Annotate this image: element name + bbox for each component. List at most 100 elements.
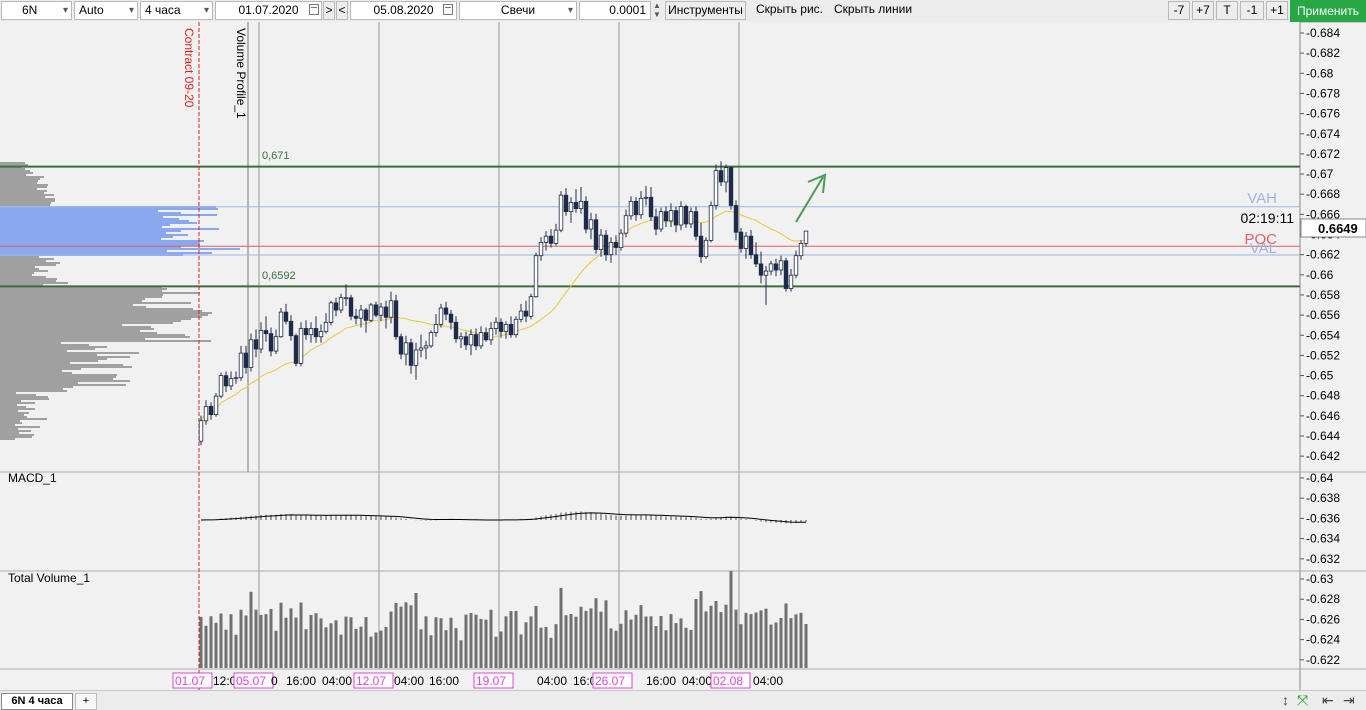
time-label: 04:00: [394, 674, 424, 688]
time-label: 19.07: [476, 674, 506, 688]
add-tab-button[interactable]: +: [75, 693, 97, 710]
candle-body: [268, 333, 274, 352]
volume-bar: [739, 624, 743, 668]
profile-bar: [0, 266, 35, 268]
nav-next-button[interactable]: <: [336, 1, 348, 20]
calendar-icon[interactable]: [443, 4, 453, 15]
candle-body: [328, 302, 334, 323]
tick-size-input[interactable]: 0.0001: [579, 1, 651, 20]
volume-bar: [669, 614, 673, 668]
volume-tick-label: -0.622: [1306, 653, 1340, 667]
volume-bar: [519, 634, 523, 668]
hide-drawings-button[interactable]: Скрыть рис.: [756, 2, 824, 16]
today-button[interactable]: T: [1216, 1, 1238, 20]
volume-bar: [584, 610, 588, 668]
volume-bar: [299, 602, 303, 668]
volume-bar: [749, 614, 753, 668]
profile-bar: [0, 188, 37, 190]
minus1-button[interactable]: -1: [1240, 1, 1264, 20]
fullscreen-icon[interactable]: ⤧: [1297, 692, 1309, 708]
profile-bar: [0, 312, 212, 314]
profile-bar: [0, 178, 40, 180]
candle-body: [288, 320, 294, 337]
instruments-button[interactable]: Инструменты: [665, 1, 746, 20]
hide-lines-button[interactable]: Скрыть линии: [834, 2, 913, 16]
timeframe-select[interactable]: 4 часа: [140, 1, 213, 20]
date-to-input[interactable]: 05.08.2020: [350, 1, 457, 20]
candle-body: [398, 336, 404, 355]
volume-bar: [219, 613, 223, 668]
profile-bar: [0, 170, 30, 172]
profile-bar: [0, 184, 48, 186]
scale-select[interactable]: Auto: [74, 1, 138, 20]
price-tick-label: -0.644: [1306, 429, 1340, 443]
profile-bar: [0, 208, 218, 210]
volume-bar: [624, 610, 628, 668]
profile-bar: [0, 400, 21, 402]
profile-bar: [0, 268, 39, 270]
volume-bar: [369, 636, 373, 668]
candle-body: [738, 231, 744, 249]
volume-bar: [274, 630, 278, 668]
volume-bar: [244, 615, 248, 668]
candle-body: [543, 235, 549, 243]
spinner-icon[interactable]: ▲ ▼: [653, 1, 661, 19]
scroll-right-icon[interactable]: ⇥: [1343, 692, 1355, 708]
profile-bar: [0, 328, 154, 330]
candle-body: [728, 167, 734, 206]
volume-bar: [494, 636, 498, 668]
volume-bar: [559, 587, 563, 668]
volume-bar: [564, 615, 568, 668]
macd-tick-label: -0.634: [1306, 532, 1340, 546]
volume-bar: [524, 622, 528, 668]
plus7-button[interactable]: +7: [1192, 1, 1214, 20]
profile-bar: [0, 220, 189, 222]
volume-bar: [394, 602, 398, 668]
time-axis: 01.07 12:0 05.07 0 16:00 04:00 12.07 04:00 16:00…: [172, 672, 783, 689]
profile-bar: [0, 168, 25, 170]
volume-bar: [374, 632, 378, 668]
scroll-left-icon[interactable]: ⇤: [1322, 692, 1334, 708]
volume-bar: [599, 611, 603, 668]
minus7-button[interactable]: -7: [1168, 1, 1190, 20]
plus1-button[interactable]: +1: [1266, 1, 1288, 20]
profile-bar: [0, 236, 173, 238]
chart-tab[interactable]: 6N 4 часа: [1, 693, 73, 710]
time-label: 02.08: [713, 674, 743, 688]
volume-bar: [764, 608, 768, 668]
profile-bar: [0, 432, 19, 434]
volume-bar: [694, 599, 698, 668]
apply-button[interactable]: Применить: [1290, 0, 1366, 22]
volume-bar: [804, 624, 808, 668]
candle-body: [248, 339, 254, 368]
price-tick-label: -0.648: [1306, 389, 1340, 403]
profile-bar: [0, 342, 61, 344]
price-tick-label: -0.682: [1306, 46, 1340, 60]
profile-bar: [0, 430, 31, 432]
nav-prev-button[interactable]: >: [323, 1, 335, 20]
resize-vertical-icon[interactable]: ↕: [1282, 692, 1289, 708]
volume-bars: [199, 571, 808, 668]
date-from-input[interactable]: 01.07.2020: [215, 1, 322, 20]
calendar-icon[interactable]: [309, 4, 319, 15]
candle-body: [308, 328, 314, 336]
volume-bar: [604, 600, 608, 668]
timeframe-value: 4 часа: [145, 3, 181, 17]
profile-bar: [0, 376, 116, 378]
profile-bar: [0, 262, 60, 264]
candle-body: [673, 210, 679, 226]
chart-type-select[interactable]: Свечи: [459, 1, 577, 20]
volume-bar: [479, 618, 483, 668]
macd-tick-label: -0.638: [1306, 491, 1340, 505]
profile-bar: [0, 278, 57, 280]
symbol-select[interactable]: 6N: [1, 1, 72, 20]
chart-area[interactable]: 0,671 0,6592 Contract 09-20 Volume Profi…: [0, 22, 1366, 690]
price-tick-label: -0.65: [1306, 369, 1334, 383]
price-tick-label: -0.672: [1306, 147, 1340, 161]
price-tick-label: -0.652: [1306, 348, 1340, 362]
profile-bar: [0, 356, 130, 358]
profile-bar: [0, 394, 36, 396]
volume-panel-title: Total Volume_1: [8, 571, 90, 585]
candle-body: [303, 328, 309, 336]
profile-bar: [0, 418, 47, 420]
